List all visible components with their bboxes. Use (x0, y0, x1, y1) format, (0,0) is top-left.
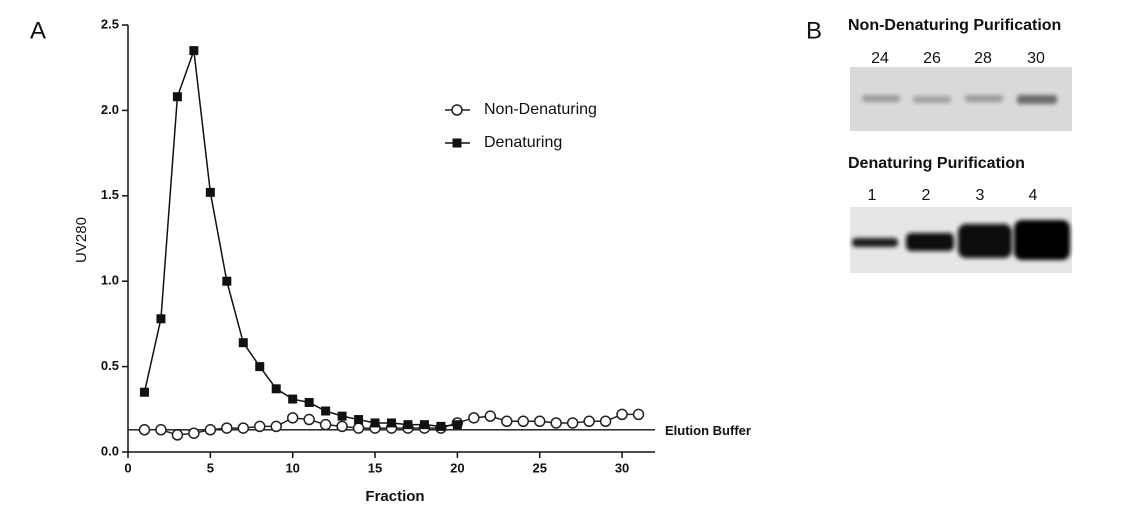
data-point (222, 423, 232, 433)
data-point (469, 413, 479, 423)
data-point (189, 46, 198, 55)
lane-label: 30 (1027, 50, 1045, 67)
data-point (436, 422, 445, 431)
data-point (288, 395, 297, 404)
x-axis-label: Fraction (365, 488, 424, 505)
y-axis-label: UV280 (73, 217, 90, 263)
data-point (634, 409, 644, 419)
lane-label: 4 (1029, 187, 1038, 204)
data-point (337, 421, 347, 431)
lane-label: 2 (922, 187, 931, 204)
data-point (238, 423, 248, 433)
data-point (403, 420, 412, 429)
legend-marker (452, 105, 462, 115)
data-point (338, 412, 347, 421)
x-tick-label: 10 (285, 460, 299, 475)
data-point (189, 428, 199, 438)
data-point (321, 420, 331, 430)
lane-label: 28 (974, 50, 992, 67)
y-tick-label: 2.5 (101, 16, 119, 31)
data-point (584, 416, 594, 426)
data-point (288, 413, 298, 423)
gel-image (850, 67, 1072, 131)
data-point (453, 420, 462, 429)
data-point (156, 425, 166, 435)
data-point (172, 430, 182, 440)
gel-title: Non-Denaturing Purification (848, 17, 1061, 34)
data-point (485, 411, 495, 421)
legend-label: Denaturing (484, 134, 562, 151)
lane-label: 3 (976, 187, 985, 204)
data-point (239, 338, 248, 347)
data-point (156, 314, 165, 323)
data-point (139, 425, 149, 435)
data-point (206, 188, 215, 197)
data-point (321, 407, 330, 416)
data-point (371, 418, 380, 427)
legend-marker (453, 139, 462, 148)
data-point (420, 420, 429, 429)
series-line (144, 51, 457, 427)
x-tick-label: 20 (450, 460, 464, 475)
lane-label: 24 (871, 50, 889, 67)
legend-label: Non-Denaturing (484, 101, 597, 118)
data-point (255, 421, 265, 431)
y-tick-label: 2.0 (101, 102, 119, 117)
panel-label: B (806, 17, 822, 44)
panel-label: A (30, 17, 46, 44)
gel-title: Denaturing Purification (848, 155, 1025, 172)
data-point (387, 418, 396, 427)
data-point (568, 418, 578, 428)
y-tick-label: 1.0 (101, 273, 119, 288)
data-point (304, 415, 314, 425)
figure: A Fraction UV280 B Non-Denaturing Purifi… (0, 0, 1145, 508)
data-point (222, 277, 231, 286)
x-tick-label: 25 (532, 460, 546, 475)
data-point (535, 416, 545, 426)
data-point (502, 416, 512, 426)
data-point (173, 92, 182, 101)
lane-label: 26 (923, 50, 941, 67)
data-point (255, 362, 264, 371)
data-point (518, 416, 528, 426)
x-tick-label: 5 (207, 460, 214, 475)
data-point (354, 415, 363, 424)
reference-label: Elution Buffer (665, 423, 751, 438)
y-tick-label: 0.5 (101, 358, 119, 373)
gel-image (850, 207, 1072, 273)
lane-label: 1 (868, 187, 877, 204)
y-tick-label: 0.0 (101, 443, 119, 458)
data-point (354, 423, 364, 433)
x-tick-label: 30 (615, 460, 629, 475)
data-point (271, 421, 281, 431)
data-point (617, 409, 627, 419)
data-point (205, 425, 215, 435)
data-point (140, 388, 149, 397)
x-tick-label: 15 (368, 460, 382, 475)
x-tick-label: 0 (124, 460, 131, 475)
page: A Fraction UV280 B Non-Denaturing Purifi… (0, 0, 1145, 508)
y-tick-label: 1.5 (101, 187, 119, 202)
data-point (551, 418, 561, 428)
data-point (305, 398, 314, 407)
data-point (601, 416, 611, 426)
data-point (272, 384, 281, 393)
